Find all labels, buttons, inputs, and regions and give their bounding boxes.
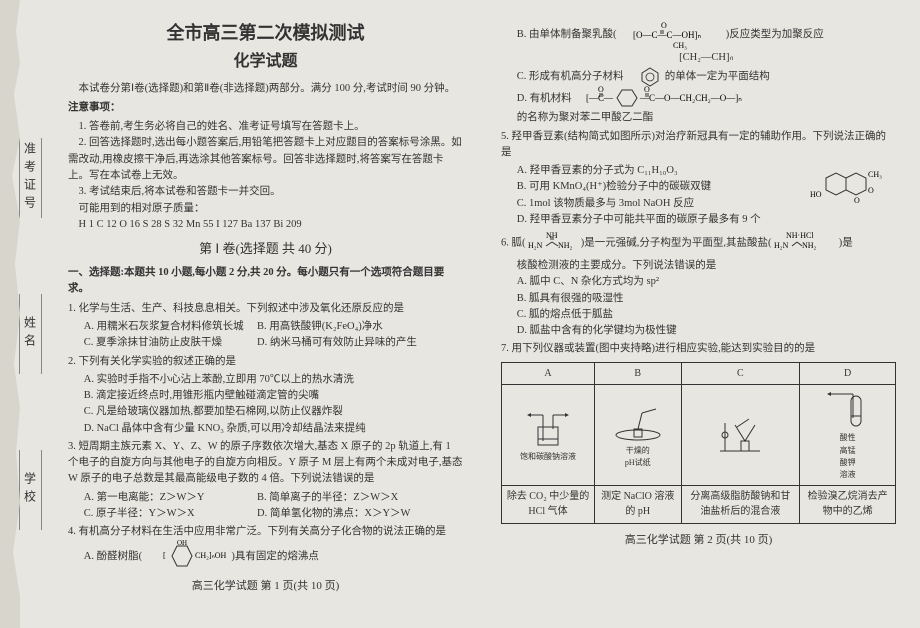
q4-opt-b: B. 由单体制备聚乳酸( [O—C—C—OH]ₙ O CH₃ )反应类型为加聚反…: [501, 20, 896, 50]
notice-header: 注意事项：: [68, 100, 463, 116]
q6-opt-a: A. 胍中 C、N 杂化方式均为 sp²: [517, 274, 896, 290]
mc-instructions: 一、选择题:本题共 10 小题,每小题 2 分,共 20 分。每小题只有一个选项…: [68, 265, 463, 298]
margin-label-name: 姓名: [19, 294, 42, 374]
svg-text:H₂N: H₂N: [774, 241, 789, 250]
q7-c-desc: 分离高级脂肪酸钠和甘油盐析后的混合液: [681, 485, 800, 523]
q1-opt-c: C. 夏季涂抹甘油防止皮肤干燥: [84, 335, 255, 351]
svg-text:NH·HCl: NH·HCl: [786, 231, 814, 240]
svg-text:HO: HO: [810, 190, 822, 199]
q2-opt-b: B. 滴定接近终点时,用锥形瓶内壁触碰滴定管的尖嘴: [84, 388, 463, 404]
q5-opt-a: A. 羟甲香豆素的分子式为 C₁₁H₁₀O₃: [517, 163, 806, 179]
question-6: 6. 胍( H₂N NH₂ NH )是一元强碱,分子构型为平面型,其盐酸盐( H…: [501, 230, 896, 256]
q5-opt-c: C. 1mol 该物质最多与 3mol NaOH 反应: [517, 196, 806, 212]
q7-a-desc: 除去 CO₂ 中少量的 HCl 气体: [502, 485, 595, 523]
question-5: 5. 羟甲香豆素(结构简式如图所示)对治疗新冠具有一定的辅助作用。下列说法正确的…: [501, 129, 896, 162]
svg-text:O: O: [661, 21, 667, 30]
atomic-mass-label: 可能用到的相对原子质量：: [68, 201, 463, 217]
section-1-header: 第 Ⅰ 卷(选择题 共 40 分): [68, 239, 463, 259]
q4-opt-a: A. 酚醛树脂( [ CH₂]ₙOH OH )具有固定的熔沸点: [68, 542, 463, 570]
question-2: 2. 下列有关化学实验的叙述正确的是: [68, 354, 463, 370]
question-3: 3. 短周期主族元素 X、Y、Z、W 的原子序数依次增大,基态 X 原子的 2p…: [68, 439, 463, 488]
q6-opt-c: C. 胍的熔点低于胍盐: [517, 307, 896, 323]
svg-text:[O—C—C—OH]ₙ: [O—C—C—OH]ₙ: [633, 30, 701, 40]
q7-d-caption: 酸性 高锰 酸钾 溶液: [804, 432, 891, 482]
svg-text:O: O: [868, 186, 874, 195]
benzene-ring-icon: [638, 66, 662, 86]
q2-opt-c: C. 凡是给玻璃仪器加热,都要加垫石棉网,以防止仪器炸裂: [84, 404, 463, 420]
svg-text:CH₂]ₙOH: CH₂]ₙOH: [195, 551, 227, 560]
svg-text:OH: OH: [177, 539, 187, 547]
guanidine-structure-icon: H₂N NH₂ NH: [528, 230, 578, 256]
q7-col-c: C: [681, 362, 800, 385]
svg-text:NH: NH: [546, 231, 558, 240]
q4-opt-c: C. 形成有机高分子材料 的单体一定为平面结构: [501, 66, 896, 86]
exam-intro: 本试卷分第Ⅰ卷(选择题)和第Ⅱ卷(非选择题)两部分。满分 100 分,考试时间 …: [68, 81, 463, 97]
page-1: 全市高三第二次模拟测试 化学试题 本试卷分第Ⅰ卷(选择题)和第Ⅱ卷(非选择题)两…: [60, 0, 481, 628]
q4c-formula: [CH₂—CH]ₙ: [501, 50, 896, 66]
svg-text:NH₂: NH₂: [802, 241, 817, 250]
q2-opt-a: A. 实验时手指不小心沾上苯酚,立即用 70℃以上的热水清洗: [84, 372, 463, 388]
notice-3: 3. 考试结束后,将本试卷和答题卡一并交回。: [68, 184, 463, 200]
q7-d-desc: 检验溴乙烷消去产物中的乙烯: [800, 485, 896, 523]
q3-opt-c: C. 原子半径：Y＞W＞X: [84, 506, 255, 522]
q7-col-a: A: [502, 362, 595, 385]
svg-text:O: O: [644, 85, 650, 94]
svg-text:CH₃: CH₃: [673, 41, 687, 50]
q1-opt-b: B. 用高铁酸钾(K₂FeO₄)净水: [257, 319, 428, 335]
q3-opt-a: A. 第一电离能：Z＞W＞Y: [84, 490, 255, 506]
q7-col-d: D: [800, 362, 896, 385]
svg-text:O: O: [854, 196, 860, 205]
q5-opt-b: B. 可用 KMnO₄(H⁺)检验分子中的碳碳双键: [517, 179, 806, 195]
phenol-resin-structure-icon: [ CH₂]ₙOH OH: [157, 542, 217, 570]
question-7: 7. 用下列仪器或装置(图中夹持略)进行相应实验,能达到实验目的的是: [501, 341, 896, 357]
question-1: 1. 化学与生活、生产、科技息息相关。下列叙述中涉及氧化还原反应的是: [68, 301, 463, 317]
exam-subject: 化学试题: [68, 50, 463, 75]
q2-opt-d: D. NaCl 晶体中含有少量 KNO₃ 杂质,可以用冷却结晶法来提纯: [84, 421, 463, 437]
gas-washing-apparatus-icon: [523, 409, 573, 449]
polylactic-acid-structure-icon: [O—C—C—OH]ₙ O CH₃: [631, 20, 711, 50]
q6-opt-d: D. 胍盐中含有的化学键均为极性键: [517, 323, 896, 339]
q5-opt-d: D. 羟甲香豆素分子中可能共平面的碳原子最多有 9 个: [517, 212, 806, 228]
test-tube-apparatus-icon: [823, 390, 873, 430]
svg-text:NH₂: NH₂: [558, 241, 573, 250]
guanidine-hcl-structure-icon: H₂N NH₂ NH·HCl: [774, 230, 836, 256]
svg-text:H₂N: H₂N: [528, 241, 543, 250]
page-2-footer: 高三化学试题 第 2 页(共 10 页): [501, 532, 896, 549]
q4-opt-d: D. 有机材料 [—C— —C—O—CH₂CH₂—O—]ₙ O O 的名称为聚对…: [501, 86, 896, 126]
q7-b-caption: 干燥的 pH试纸: [599, 445, 676, 470]
svg-text:CH₃: CH₃: [868, 170, 882, 179]
atomic-mass-values: H 1 C 12 O 16 S 28 S 32 Mn 55 I 127 Ba 1…: [68, 217, 463, 233]
page-1-footer: 高三化学试题 第 1 页(共 10 页): [68, 578, 463, 595]
q1-opt-a: A. 用糯米石灰浆复合材料修筑长城: [84, 319, 255, 335]
q6-opt-b: B. 胍具有很强的吸湿性: [517, 291, 896, 307]
q7-table: A B C D 饱和碳酸钠溶液: [501, 362, 896, 524]
pet-structure-icon: [—C— —C—O—CH₂CH₂—O—]ₙ O O: [586, 86, 756, 110]
q7-a-caption: 饱和碳酸钠溶液: [506, 451, 590, 463]
coumarin-structure-icon: HO CH₃ O O: [806, 163, 896, 213]
margin-label-school: 学校: [19, 450, 42, 530]
exam-title: 全市高三第二次模拟测试: [68, 20, 463, 48]
filtration-apparatus-icon: [715, 415, 765, 455]
q1-opt-d: D. 纳米马桶可有效防止异味的产生: [257, 335, 428, 351]
q7-b-desc: 测定 NaClO 溶液的 pH: [595, 485, 681, 523]
q3-opt-b: B. 简单离子的半径：Z＞W＞X: [257, 490, 428, 506]
svg-text:—C—O—CH₂CH₂—O—]ₙ: —C—O—CH₂CH₂—O—]ₙ: [639, 93, 742, 103]
notice-2: 2. 回答选择题时,选出每小题答案后,用铅笔把答题卡上对应题目的答案标号涂黑。如…: [68, 135, 463, 184]
svg-text:O: O: [598, 85, 604, 94]
q3-opt-d: D. 简单氢化物的沸点：X＞Y＞W: [257, 506, 428, 522]
ph-paper-apparatus-icon: [608, 403, 668, 443]
margin-label-exam-id: 准考证号: [19, 138, 42, 218]
question-4: 4. 有机高分子材料在生活中应用非常广泛。下列有关高分子化合物的说法正确的是: [68, 524, 463, 540]
q7-col-b: B: [595, 362, 681, 385]
svg-text:[: [: [163, 551, 166, 560]
notice-1: 1. 答卷前,考生务必将自己的姓名、准考证号填写在答题卡上。: [68, 119, 463, 135]
page-2: B. 由单体制备聚乳酸( [O—C—C—OH]ₙ O CH₃ )反应类型为加聚反…: [481, 0, 920, 628]
q6-line2: 核酸检测液的主要成分。下列说法错误的是: [501, 258, 896, 274]
